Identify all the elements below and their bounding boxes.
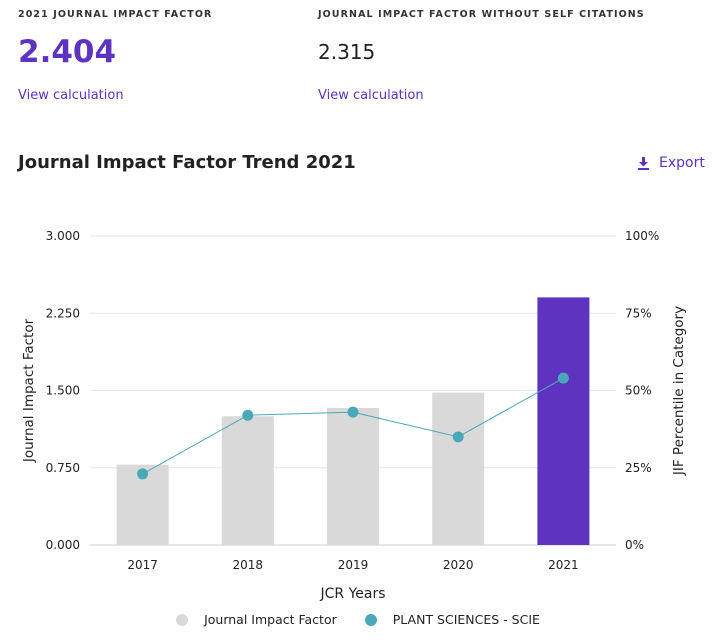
chart-section-title: Journal Impact Factor Trend 2021 [18, 152, 356, 173]
legend-label-category: PLANT SCIENCES - SCIE [392, 612, 540, 627]
x-tick-label: 2017 [127, 558, 158, 572]
y-tick-label: 2.250 [46, 306, 80, 320]
y-tick-label: 0.750 [46, 461, 80, 475]
y2-tick-label: 0% [625, 538, 644, 552]
view-calculation-link-no-self[interactable]: View calculation [318, 88, 424, 103]
x-axis-label: JCR Years [319, 586, 385, 602]
y-tick-label: 0.000 [46, 538, 80, 552]
metric-jif-no-self-label: JOURNAL IMPACT FACTOR WITHOUT SELF CITAT… [318, 9, 645, 20]
metric-jif-no-self-value: 2.315 [318, 40, 376, 64]
y-tick-label: 3.000 [46, 229, 80, 243]
x-tick-label: 2020 [443, 558, 474, 572]
percentile-point-2020 [452, 431, 464, 443]
metric-jif-value: 2.404 [18, 34, 117, 70]
legend-item-jif[interactable]: Journal Impact Factor [176, 612, 337, 627]
export-button[interactable]: Export [638, 155, 705, 171]
legend-item-category[interactable]: PLANT SCIENCES - SCIE [364, 612, 540, 627]
x-tick-label: 2018 [233, 558, 264, 572]
y2-tick-label: 75% [625, 306, 652, 320]
legend-swatch-category [364, 613, 377, 626]
export-label: Export [659, 155, 705, 171]
legend-swatch-jif [176, 613, 189, 626]
y2-tick-label: 50% [625, 384, 652, 398]
bar-2019 [327, 408, 379, 545]
x-tick-label: 2019 [338, 558, 369, 572]
view-calculation-link-jif[interactable]: View calculation [18, 88, 124, 103]
bar-2018 [221, 416, 274, 545]
percentile-point-2021 [557, 372, 569, 384]
bar-2020 [432, 392, 485, 545]
bar-2021 [537, 297, 590, 545]
legend-label-jif: Journal Impact Factor [204, 612, 337, 627]
jif-trend-chart: 0.000 0.750 1.500 2.250 3.000 0% 25% 50% 75% 100%… [21, 229, 687, 602]
chart-legend: Journal Impact Factor PLANT SCIENCES - S… [0, 612, 716, 627]
percentile-point-2017 [137, 468, 149, 480]
y-tick-label: 1.500 [46, 384, 80, 398]
y2-tick-label: 100% [625, 229, 659, 243]
x-tick-label: 2021 [548, 558, 579, 572]
metric-jif-label: 2021 JOURNAL IMPACT FACTOR [18, 9, 213, 20]
percentile-point-2018 [242, 409, 254, 421]
y2-tick-label: 25% [625, 461, 652, 475]
y-axis-label: Journal Impact Factor [21, 318, 37, 463]
download-icon [638, 156, 649, 170]
y2-axis-label: JIF Percentile in Category [671, 306, 687, 476]
percentile-point-2019 [347, 406, 359, 418]
